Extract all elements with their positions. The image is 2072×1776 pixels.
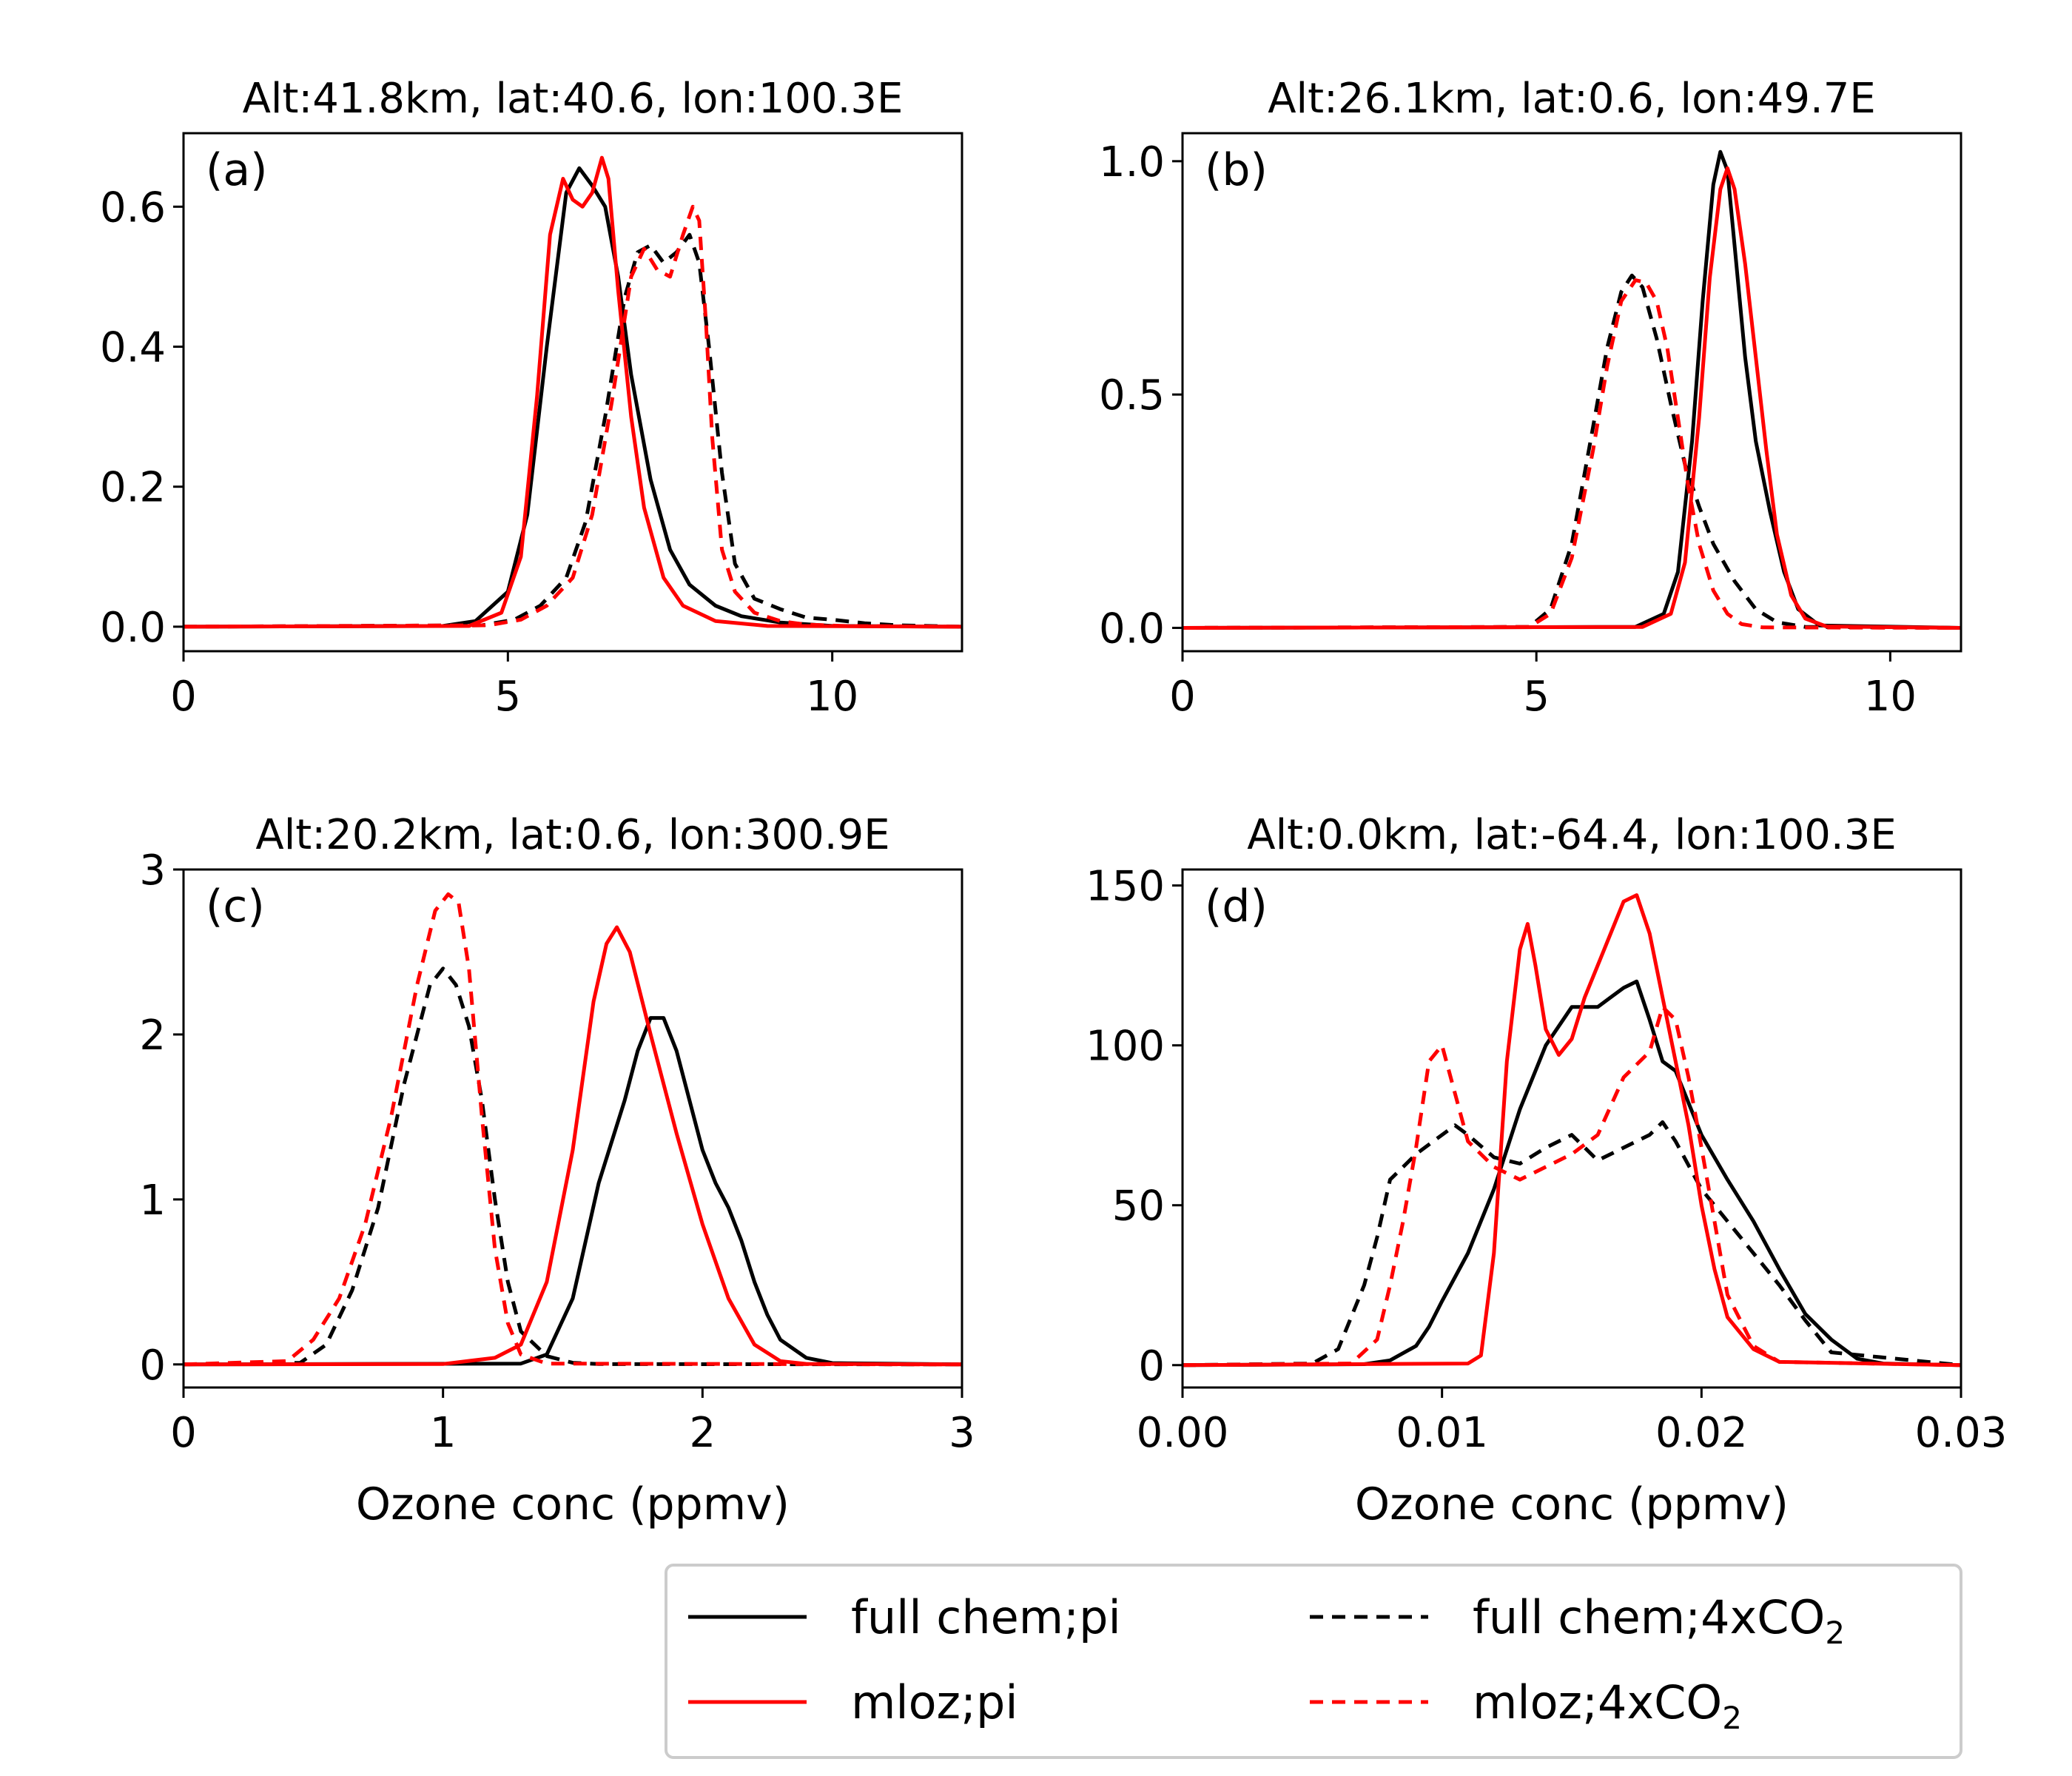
panel-b-ytick-label: 0.5 <box>1099 371 1165 420</box>
panel-a-xtick-label: 5 <box>495 673 522 721</box>
panel-a-series-mloz-pi <box>184 155 962 629</box>
legend-label-mloz-pi: mloz;pi <box>851 1675 1018 1729</box>
panel-c-series-mloz-4x <box>184 892 962 1367</box>
panel-c-ytick-label: 2 <box>139 1012 166 1060</box>
legend-label-full-chem-4xco2: full chem;4xCO2 <box>1473 1590 1845 1651</box>
panel-a-xtick-label: 10 <box>806 673 858 721</box>
panel-b-ytick-label: 1.0 <box>1099 138 1165 186</box>
panel-d-series-full-4x <box>1183 1120 1961 1368</box>
panel-a-series-mloz-4x <box>184 204 962 629</box>
panel-d-plot-area <box>1183 893 1961 1368</box>
panel-b-xtick-label: 10 <box>1864 673 1917 721</box>
panel-d-xlabel: Ozone conc (ppmv) <box>1355 1479 1789 1530</box>
legend-label-full-chem-4xco2-sub: 2 <box>1825 1615 1845 1651</box>
panel-d: 0.00 0.01 0.02 0.03 0 50 100 150 Alt:0.0km, lat:… <box>1086 811 2007 1530</box>
panel-d-title: Alt:0.0km, lat:-64.4, lon:100.3E <box>1247 811 1896 859</box>
panel-d-xtick-label: 0.01 <box>1396 1409 1488 1457</box>
panel-b-frame <box>1181 132 1962 653</box>
panel-b-plot-area <box>1183 149 1961 630</box>
panel-b-ytick-label: 0.0 <box>1099 605 1165 653</box>
panel-b-series-mloz-pi <box>1183 166 1961 630</box>
panel-d-series-full-pi <box>1183 979 1961 1368</box>
panel-a-plot-area <box>184 155 962 629</box>
panel-c-series-full-4x <box>184 966 962 1367</box>
panel-b-xtick-label: 5 <box>1523 673 1550 721</box>
panel-c-xtick-label: 0 <box>170 1409 197 1457</box>
legend-label-full-chem-pi: full chem;pi <box>851 1590 1121 1644</box>
legend-label-mloz-4xco2: mloz;4xCO2 <box>1473 1675 1742 1736</box>
panel-d-label: (d) <box>1205 881 1268 932</box>
panel-a-ytick-label: 0.0 <box>100 604 166 652</box>
panel-c-ytick-label: 3 <box>139 847 166 895</box>
panel-c-ytick-label: 1 <box>139 1177 166 1225</box>
panel-a-xtick-label: 0 <box>170 673 197 721</box>
panel-c-xtick-label: 3 <box>949 1409 975 1457</box>
legend-label-mloz-4xco2-sub: 2 <box>1722 1700 1742 1736</box>
panel-d-series-mloz-4x <box>1183 1005 1961 1368</box>
panel-d-ytick-label: 0 <box>1138 1342 1165 1390</box>
legend-frame <box>665 1564 1962 1759</box>
panel-b: 0 5 10 0.0 0.5 1.0 Alt:26.1km, lat:0.6, lon:49… <box>1099 75 1962 721</box>
panel-c-label: (c) <box>206 881 265 932</box>
panel-b-xtick-label: 0 <box>1169 673 1196 721</box>
panel-c-plot-area <box>184 892 962 1367</box>
panel-d-xtick-label: 0.03 <box>1915 1409 2008 1457</box>
panel-a-title: Alt:41.8km, lat:40.6, lon:100.3E <box>243 75 904 123</box>
panel-a: 0 5 10 0.0 0.2 0.4 0.6 Alt:41.8km, lat:40.6, lo… <box>100 75 963 721</box>
panel-a-ytick-label: 0.6 <box>100 184 166 232</box>
panel-a-label: (a) <box>206 144 268 196</box>
panel-b-title: Alt:26.1km, lat:0.6, lon:49.7E <box>1268 75 1876 123</box>
panel-d-series-mloz-pi <box>1183 893 1961 1368</box>
panel-c-frame <box>182 868 963 1389</box>
panel-b-series-full-4x <box>1183 273 1961 630</box>
legend: full chem;pi full chem;4xCO2 mloz;pi mlo… <box>665 1564 1962 1759</box>
panel-d-ytick-label: 100 <box>1086 1023 1165 1071</box>
panel-a-series-full-pi <box>184 166 962 629</box>
legend-label-mloz-4xco2-main: mloz;4xCO <box>1473 1675 1722 1729</box>
panel-c-series-full-pi <box>184 1016 962 1367</box>
panel-a-ytick-label: 0.2 <box>100 464 166 512</box>
panel-d-xtick-label: 0.02 <box>1655 1409 1748 1457</box>
panel-d-xtick-label: 0.00 <box>1137 1409 1229 1457</box>
legend-label-full-chem-4xco2-main: full chem;4xCO <box>1473 1590 1825 1644</box>
panel-c: 0 1 2 3 0 1 2 3 Alt:20.2km, lat:0.6, lon:300.9E (… <box>139 811 975 1530</box>
panel-b-series-mloz-4x <box>1183 278 1961 630</box>
panel-a-frame <box>182 132 963 653</box>
panel-a-ytick-label: 0.4 <box>100 324 166 372</box>
panel-b-label: (b) <box>1205 144 1268 196</box>
panel-d-frame <box>1181 868 1962 1389</box>
panel-c-xtick-label: 2 <box>690 1409 716 1457</box>
panel-c-xtick-label: 1 <box>430 1409 457 1457</box>
panel-d-ytick-label: 150 <box>1086 863 1165 911</box>
panel-c-ytick-label: 0 <box>139 1342 166 1390</box>
panel-c-title: Alt:20.2km, lat:0.6, lon:300.9E <box>255 811 889 859</box>
panel-d-ytick-label: 50 <box>1112 1183 1165 1231</box>
panel-c-xlabel: Ozone conc (ppmv) <box>356 1479 790 1530</box>
